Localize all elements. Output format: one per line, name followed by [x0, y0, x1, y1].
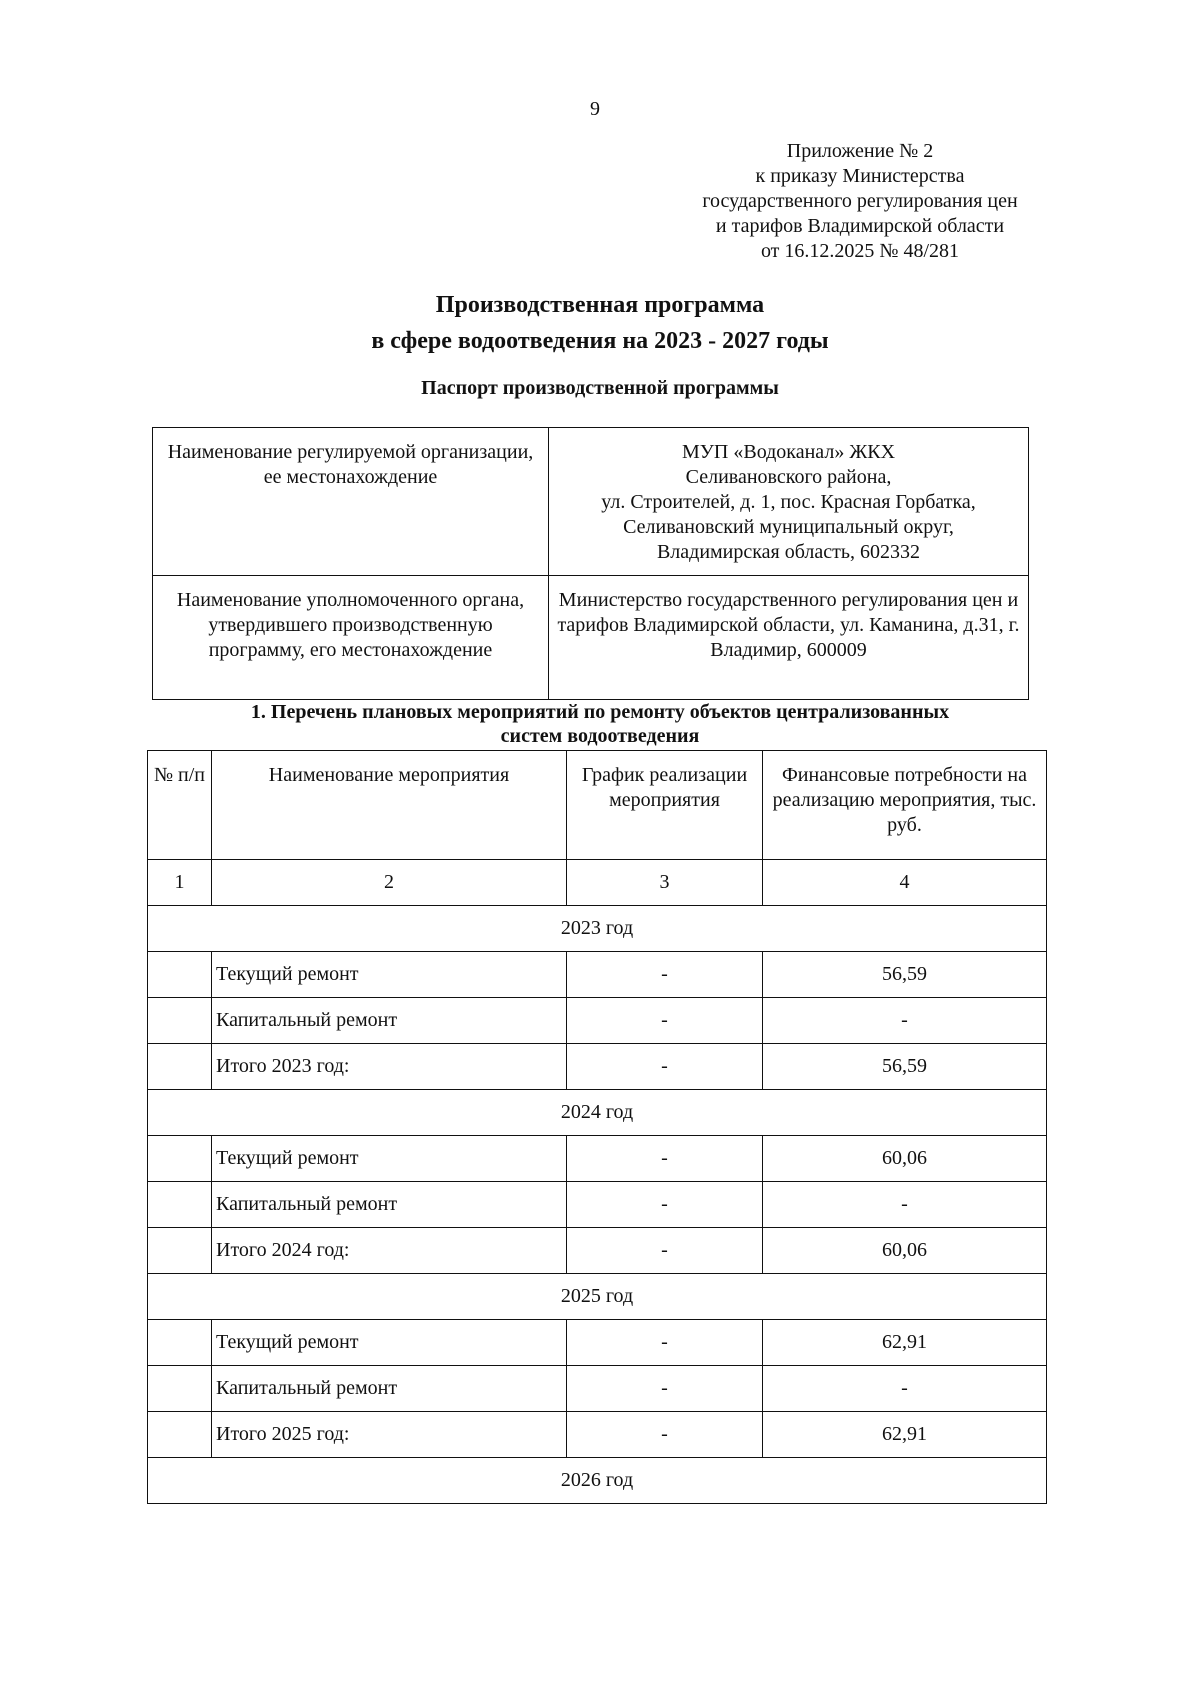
table-row: Капитальный ремонт - - — [147, 1181, 1047, 1228]
appendix-header: Приложение № 2 к приказу Министерства го… — [670, 139, 1050, 264]
schedule: - — [566, 1365, 763, 1412]
activity-name: Капитальный ремонт — [211, 1365, 567, 1412]
row-number — [147, 951, 212, 998]
value-line: Владимирская область, 602332 — [656, 541, 921, 563]
year-row: 2023 год — [147, 905, 1047, 952]
column-number-row: 1 2 3 4 — [147, 859, 1047, 906]
schedule: - — [566, 1043, 763, 1090]
activity-name: Текущий ремонт — [211, 1319, 567, 1366]
title-line: в сфере водоотведения на 2023 - 2027 год… — [371, 328, 829, 354]
financial-need: 62,91 — [762, 1411, 1047, 1458]
financial-need: 56,59 — [762, 951, 1047, 998]
financial-need: 56,59 — [762, 1043, 1047, 1090]
appendix-line: государственного регулирования цен — [702, 190, 1018, 212]
header-cell: Финансовые потребности на реализацию мер… — [762, 750, 1047, 860]
row-number — [147, 1227, 212, 1274]
header-cell: № п/п — [147, 750, 212, 860]
value-line: Селивановского района, — [685, 466, 892, 488]
row-number — [147, 1411, 212, 1458]
table-row: Текущий ремонт -60,06 — [147, 1135, 1047, 1182]
table-row: Текущий ремонт -62,91 — [147, 1319, 1047, 1366]
year-label: 2023 год — [147, 905, 1047, 952]
activity-name: Итого 2024 год: — [211, 1227, 567, 1274]
row-number — [147, 997, 212, 1044]
appendix-line: Приложение № 2 — [786, 140, 934, 162]
table-row: Итого 2024 год: -60,06 — [147, 1227, 1047, 1274]
table-row: Капитальный ремонт - - — [147, 997, 1047, 1044]
appendix-line: и тарифов Владимирской области — [715, 215, 1005, 237]
year-row: 2024 год — [147, 1089, 1047, 1136]
passport-value: Министерство государственного регулирова… — [548, 575, 1029, 700]
repair-table: № п/п Наименование мероприятия График ре… — [147, 750, 1047, 1504]
header-cell: График реализации мероприятия — [566, 750, 763, 860]
column-number: 4 — [762, 859, 1047, 906]
passport-row: Наименование регулируемой организации, е… — [152, 427, 1029, 576]
value-line: Селивановский муниципальный округ, — [623, 516, 954, 538]
financial-need: 60,06 — [762, 1227, 1047, 1274]
passport-label: Наименование регулируемой организации, е… — [152, 427, 549, 576]
activity-name: Капитальный ремонт — [211, 1181, 567, 1228]
activity-name: Капитальный ремонт — [211, 997, 567, 1044]
row-number — [147, 1135, 212, 1182]
year-row: 2025 год — [147, 1273, 1047, 1320]
table-row: Капитальный ремонт - - — [147, 1365, 1047, 1412]
schedule: - — [566, 1181, 763, 1228]
activity-name: Итого 2023 год: — [211, 1043, 567, 1090]
schedule: - — [566, 1319, 763, 1366]
column-number: 3 — [566, 859, 763, 906]
row-number — [147, 1319, 212, 1366]
column-number: 2 — [211, 859, 567, 906]
appendix-line: к приказу Министерства — [755, 165, 965, 187]
row-number — [147, 1365, 212, 1412]
header-cell: Наименование мероприятия — [211, 750, 567, 860]
financial-need: 60,06 — [762, 1135, 1047, 1182]
title-line: Производственная программа — [435, 292, 765, 318]
page-number: 9 — [590, 98, 600, 120]
schedule: - — [566, 951, 763, 998]
year-label: 2024 год — [147, 1089, 1047, 1136]
row-number — [147, 1043, 212, 1090]
schedule: - — [566, 1411, 763, 1458]
schedule: - — [566, 997, 763, 1044]
financial-need: - — [762, 997, 1047, 1044]
header-row: № п/п Наименование мероприятия График ре… — [147, 750, 1047, 860]
table-row: Итого 2025 год: -62,91 — [147, 1411, 1047, 1458]
document-title: Производственная программа в сфере водоо… — [200, 287, 1000, 359]
year-label: 2026 год — [147, 1457, 1047, 1504]
passport-title: Паспорт производственной программы — [421, 377, 779, 399]
value-line: МУП «Водоканал» ЖКХ — [681, 441, 896, 463]
column-number: 1 — [147, 859, 212, 906]
table-row: Итого 2023 год: -56,59 — [147, 1043, 1047, 1090]
schedule: - — [566, 1135, 763, 1182]
activity-name: Текущий ремонт — [211, 1135, 567, 1182]
table-row: Текущий ремонт -56,59 — [147, 951, 1047, 998]
row-number — [147, 1181, 212, 1228]
schedule: - — [566, 1227, 763, 1274]
passport-value: МУП «Водоканал» ЖКХ Селивановского район… — [548, 427, 1029, 576]
appendix-line: от 16.12.2025 № 48/281 — [760, 240, 960, 262]
year-row: 2026 год — [147, 1457, 1047, 1504]
financial-need: - — [762, 1181, 1047, 1228]
passport-label: Наименование уполномоченного органа, утв… — [152, 575, 549, 700]
financial-need: - — [762, 1365, 1047, 1412]
activity-name: Текущий ремонт — [211, 951, 567, 998]
activity-name: Итого 2025 год: — [211, 1411, 567, 1458]
value-line: ул. Строителей, д. 1, пос. Красная Горба… — [601, 491, 976, 513]
section-title: 1. Перечень плановых мероприятий по ремо… — [250, 701, 950, 747]
passport-row: Наименование уполномоченного органа, утв… — [152, 575, 1029, 700]
financial-need: 62,91 — [762, 1319, 1047, 1366]
year-label: 2025 год — [147, 1273, 1047, 1320]
passport-table: Наименование регулируемой организации, е… — [152, 427, 1029, 700]
